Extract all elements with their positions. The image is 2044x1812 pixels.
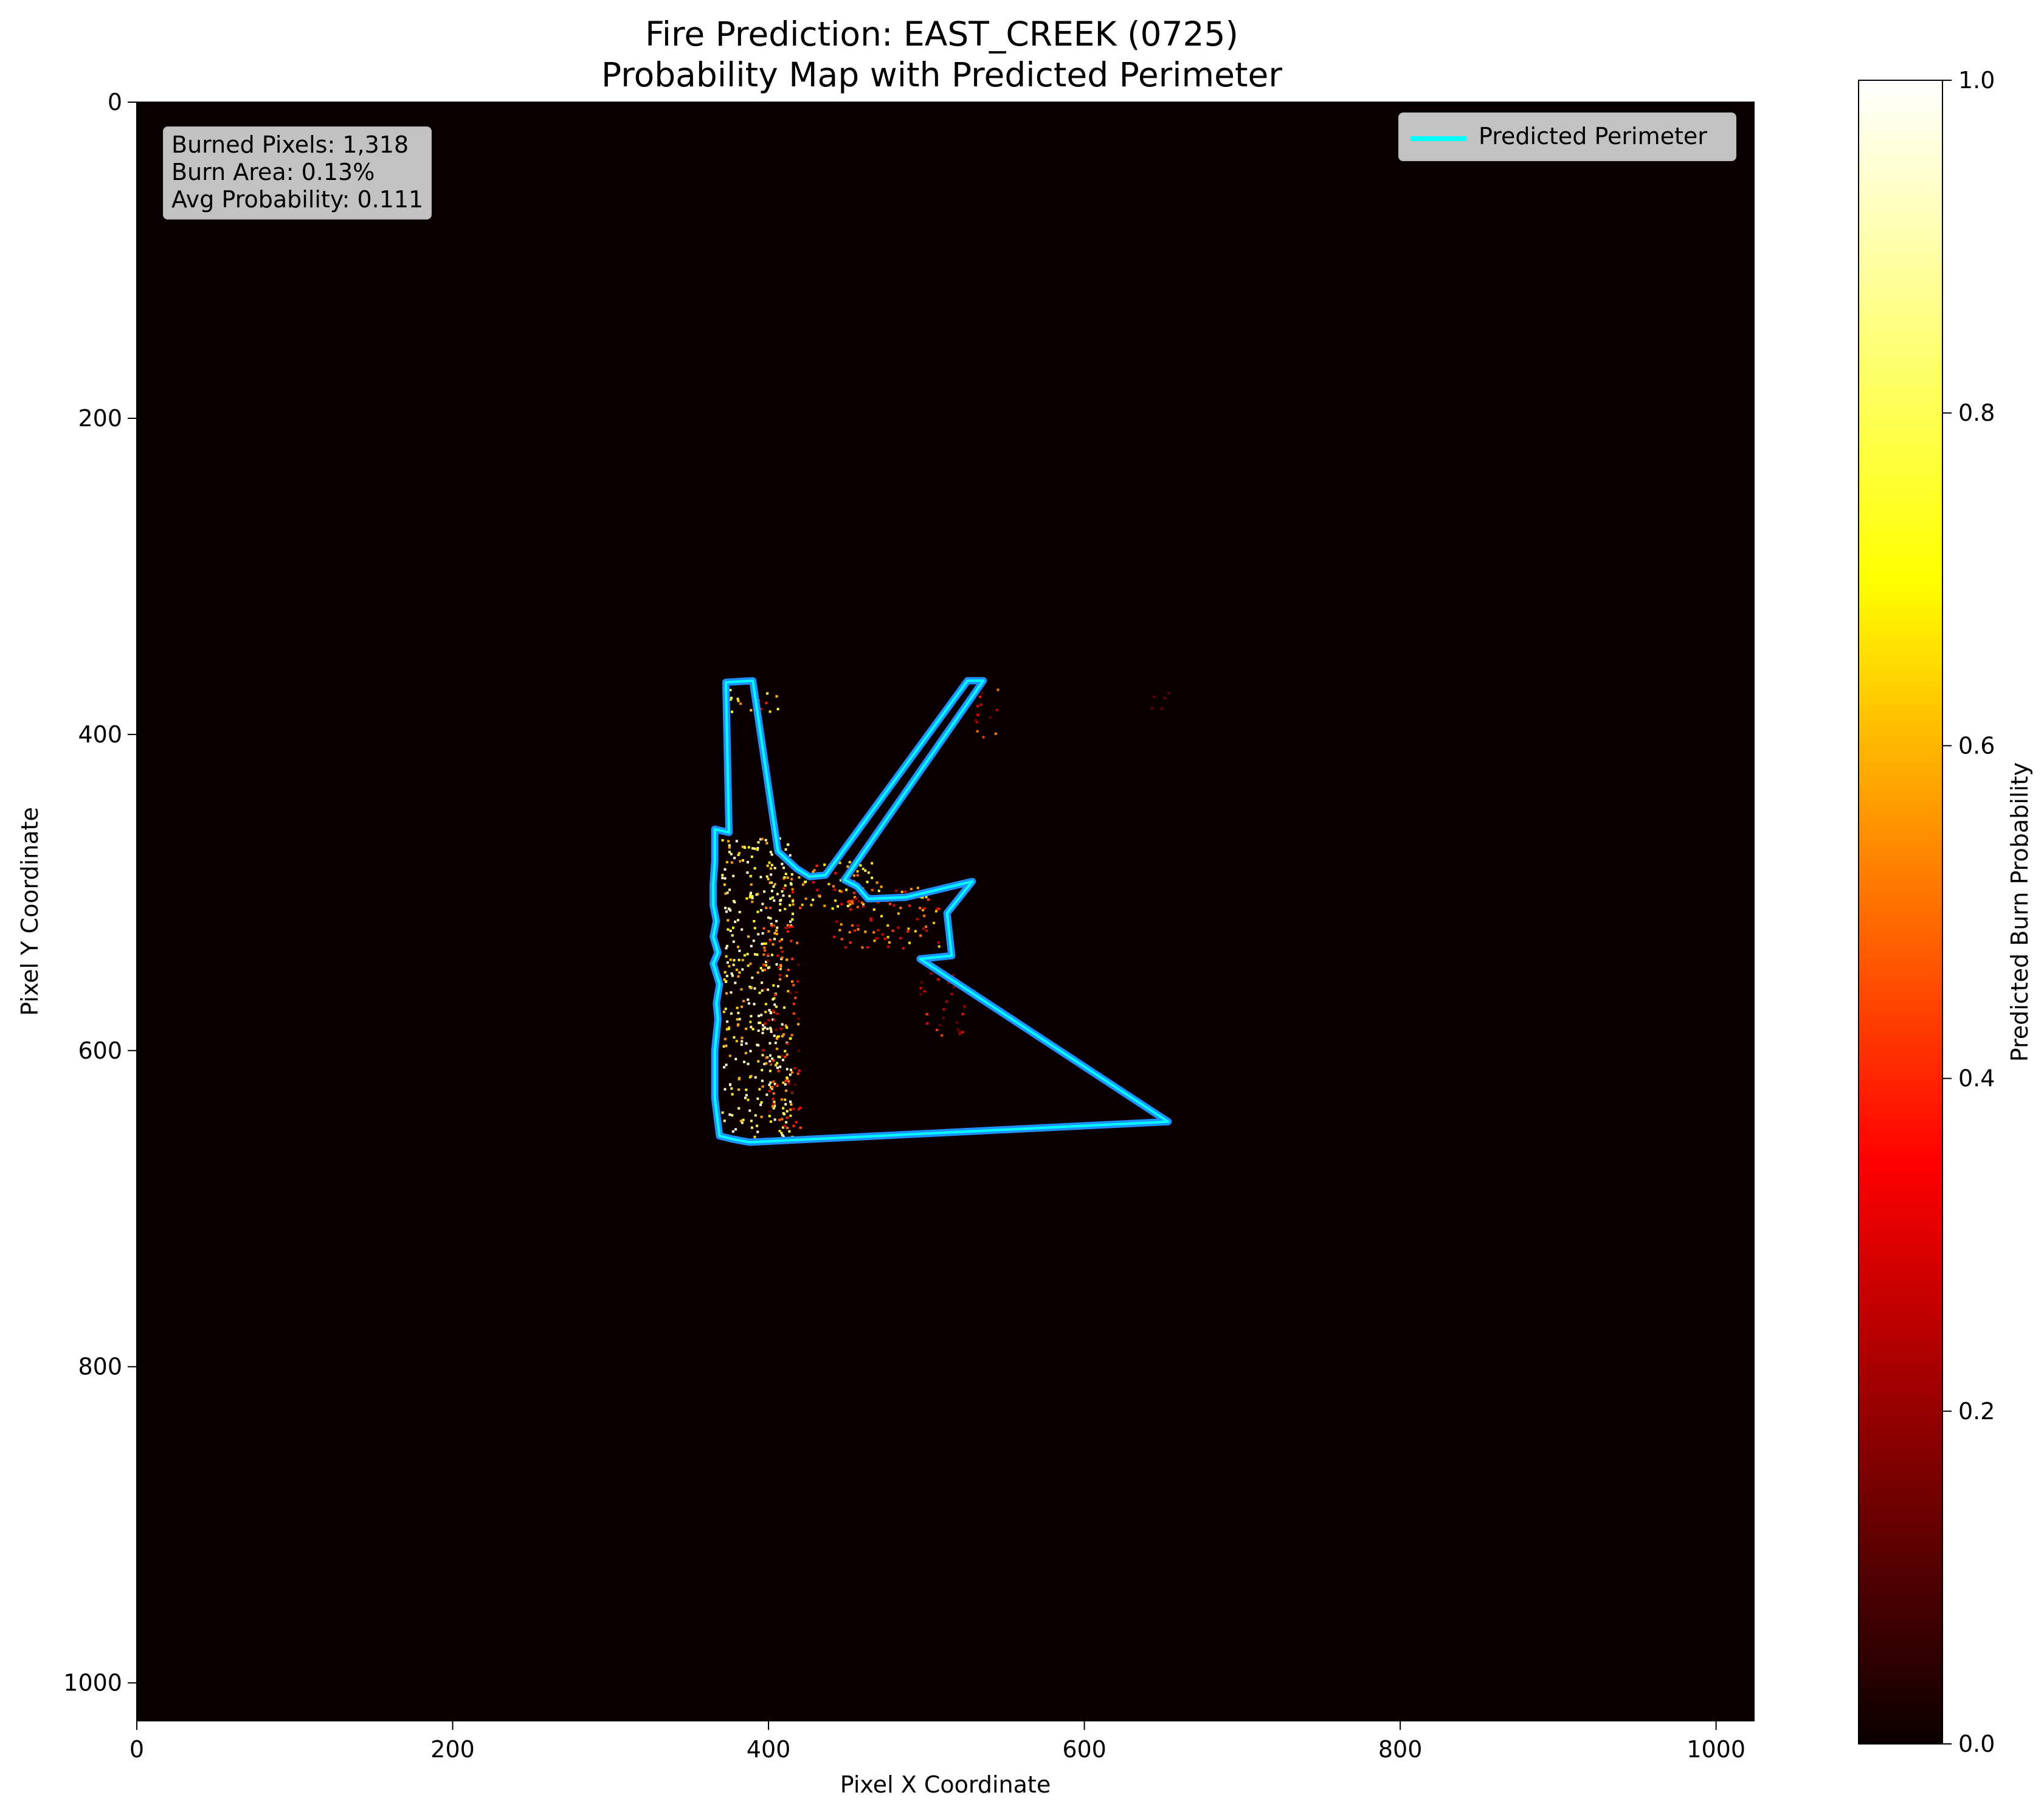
legend: Predicted Perimeter: [1398, 112, 1736, 161]
colorbar-tick-label: 0.6: [1958, 732, 1995, 759]
colorbar-tick-label: 0.2: [1958, 1398, 1995, 1425]
colorbar-axis: 0.0 0.2 0.4 0.6 0.8 1.0: [1942, 67, 1995, 1757]
plot-frame: [136, 102, 1755, 1721]
stats-box: Burned Pixels: 1,318 Burn Area: 0.13% Av…: [163, 126, 432, 220]
y-tick-label: 400: [78, 721, 122, 748]
hotspot-layer: [721, 687, 1170, 1139]
hotspot-region-2: [833, 885, 941, 950]
y-axis: 0 200 400 600 800 1000: [63, 89, 137, 1696]
legend-label-perimeter: Predicted Perimeter: [1479, 123, 1707, 150]
x-tick-label: 600: [1062, 1736, 1107, 1763]
colorbar: [1858, 80, 1943, 1745]
colorbar-label: Predicted Burn Probability: [2006, 762, 2033, 1062]
x-axis: 0 200 400 600 800 1000: [129, 1721, 1745, 1763]
colorbar-tick-label: 0.0: [1958, 1731, 1995, 1757]
hotspot-region-6: [1150, 691, 1170, 710]
hotspot-region-4: [761, 924, 802, 1129]
legend-swatch-perimeter: [1410, 136, 1466, 141]
colorbar-tick-label: 0.8: [1958, 399, 1995, 426]
colorbar-tick-label: 1.0: [1958, 67, 1995, 94]
chart-title: Fire Prediction: EAST_CREEK (0725): [645, 15, 1238, 54]
y-tick-label: 600: [78, 1037, 122, 1064]
stat-avg-probability: Avg Probability: 0.111: [171, 186, 424, 213]
x-axis-label: Pixel X Coordinate: [840, 1771, 1051, 1798]
x-tick-label: 800: [1378, 1736, 1423, 1763]
x-tick-label: 200: [430, 1736, 475, 1763]
x-tick-label: 400: [747, 1736, 791, 1763]
y-axis-label: Pixel Y Coordinate: [16, 807, 43, 1016]
colorbar-tick-label: 0.4: [1958, 1065, 1995, 1092]
x-tick-label: 1000: [1687, 1736, 1745, 1763]
y-tick-label: 1000: [63, 1670, 122, 1696]
x-tick-label: 0: [129, 1736, 144, 1763]
chart-subtitle: Probability Map with Predicted Perimeter: [601, 55, 1282, 94]
hotspot-region-5: [974, 688, 1000, 739]
stat-burned-pixels: Burned Pixels: 1,318: [171, 131, 409, 158]
stat-burn-area: Burn Area: 0.13%: [171, 159, 375, 185]
y-tick-label: 200: [78, 405, 122, 432]
y-tick-label: 800: [78, 1354, 122, 1380]
y-tick-label: 0: [108, 89, 122, 116]
perimeter-layer: [710, 677, 1172, 1146]
predicted-perimeter-line: [712, 679, 1170, 1144]
